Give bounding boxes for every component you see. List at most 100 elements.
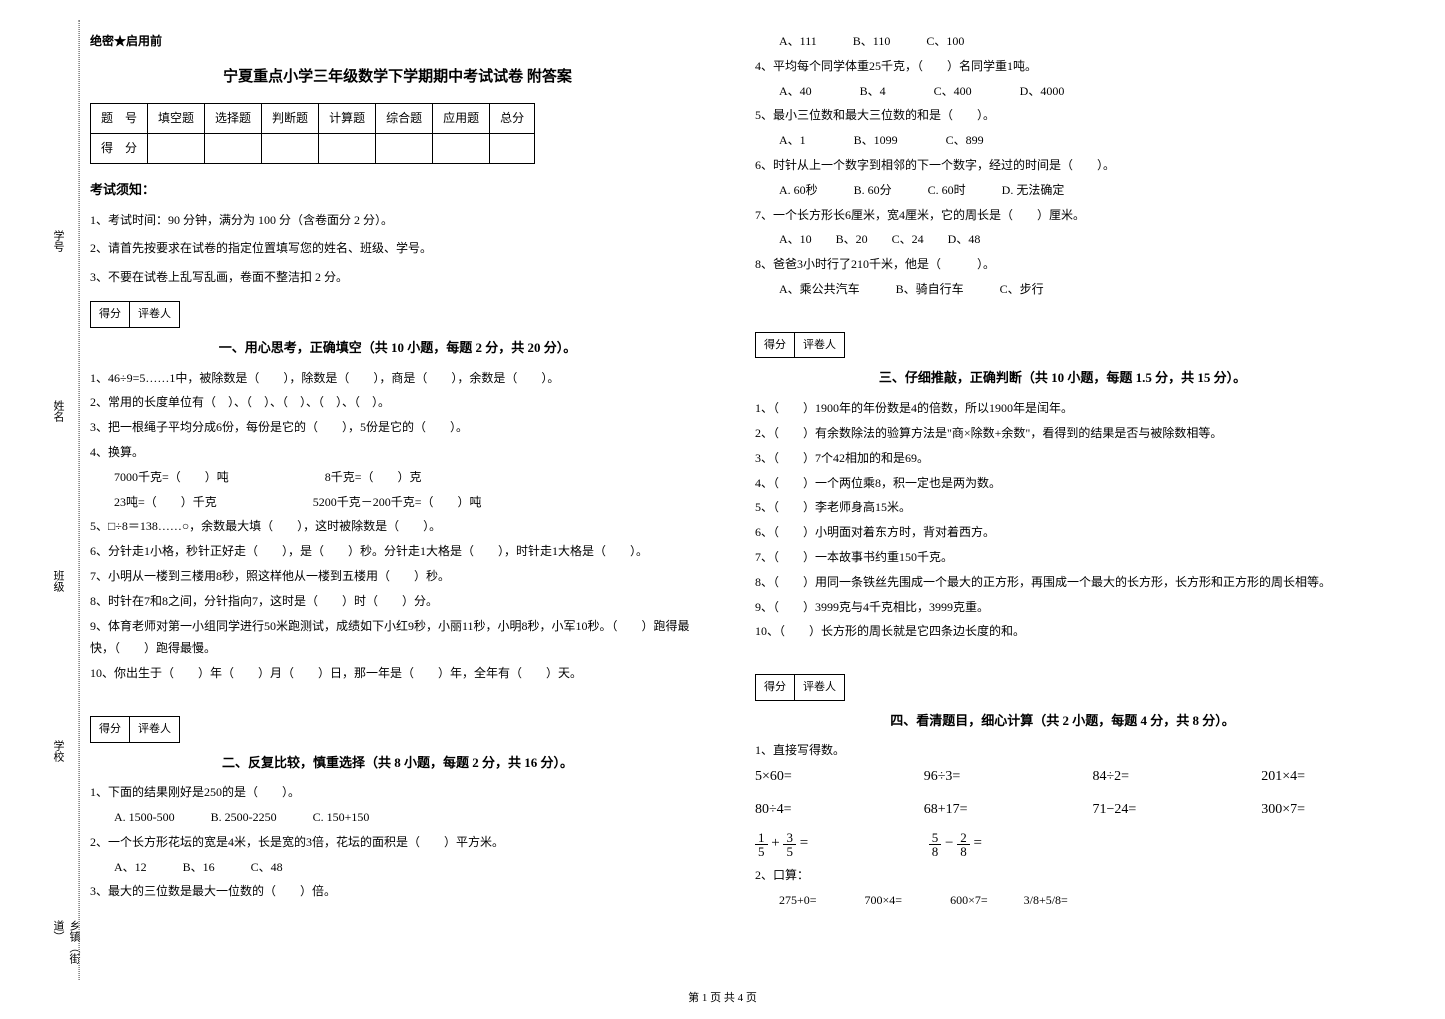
right-column: A、111 B、110 C、100 4、平均每个同学体重25千克，（ ）名同学重… xyxy=(755,30,1370,914)
table-row: 得 分 xyxy=(91,134,535,164)
th: 选择题 xyxy=(205,104,262,134)
question: 1、直接写得数。 xyxy=(755,739,1370,762)
question: 1、（ ）1900年的年份数是4的倍数，所以1900年是闰年。 xyxy=(755,397,1370,420)
section-4-title: 四、看清题目，细心计算（共 2 小题，每题 4 分，共 8 分）。 xyxy=(755,709,1370,734)
calc-row-fractions: 15 + 35 = 58 − 28 = xyxy=(755,829,1370,858)
question: 9、（ ）3999克与4千克相比，3999克重。 xyxy=(755,596,1370,619)
th: 应用题 xyxy=(433,104,490,134)
notice-heading: 考试须知： xyxy=(90,178,705,203)
calc-row: 80÷4= 68+17= 71−24= 300×7= xyxy=(755,797,1370,824)
question: 6、（ ）小明面对着东方时，背对着西方。 xyxy=(755,521,1370,544)
score-label: 得分 xyxy=(756,675,795,700)
binding-label-5: 学号 xyxy=(50,230,66,252)
grader-box: 得分 评卷人 xyxy=(90,301,180,328)
question: 4、（ ）一个两位乘8，积一定也是两为数。 xyxy=(755,472,1370,495)
th: 判断题 xyxy=(262,104,319,134)
question: 2、常用的长度单位有（ ）、（ ）、（ ）、（ ）、（ ）。 xyxy=(90,391,705,414)
question: 7、（ ）一本故事书约重150千克。 xyxy=(755,546,1370,569)
question-sub: 7000千克=（ ）吨 8千克=（ ）克 xyxy=(90,466,705,489)
th: 综合题 xyxy=(376,104,433,134)
question: 7、小明从一楼到三楼用8秒，照这样他从一楼到五楼用（ ）秒。 xyxy=(90,565,705,588)
question-options: A、1 B、1099 C、899 xyxy=(755,129,1370,152)
td xyxy=(148,134,205,164)
fraction-expr: 15 + 35 = xyxy=(755,829,849,858)
question-options: A. 60秒 B. 60分 C. 60时 D. 无法确定 xyxy=(755,179,1370,202)
question: 8、爸爸3小时行了210千米，他是（ ）。 xyxy=(755,253,1370,276)
section-1-title: 一、用心思考，正确填空（共 10 小题，每题 2 分，共 20 分）。 xyxy=(90,336,705,361)
calc-cell: 5×60= xyxy=(755,764,864,791)
notice-item: 1、考试时间：90 分钟，满分为 100 分（含卷面分 2 分）。 xyxy=(90,209,705,232)
question: 4、换算。 xyxy=(90,441,705,464)
notice-item: 3、不要在试卷上乱写乱画，卷面不整洁扣 2 分。 xyxy=(90,266,705,289)
calc-cell: 201×4= xyxy=(1261,764,1370,791)
score-label: 得分 xyxy=(91,717,130,742)
question: 5、（ ）李老师身高15米。 xyxy=(755,496,1370,519)
td xyxy=(490,134,535,164)
question: 5、□÷8＝138……○，余数最大填（ ），这时被除数是（ ）。 xyxy=(90,515,705,538)
table-row: 题 号 填空题 选择题 判断题 计算题 综合题 应用题 总分 xyxy=(91,104,535,134)
question: 8、（ ）用同一条铁丝先围成一个最大的正方形，再围成一个最大的长方形，长方形和正… xyxy=(755,571,1370,594)
question: 3、把一根绳子平均分成6份，每份是它的（ ），5份是它的（ ）。 xyxy=(90,416,705,439)
td xyxy=(262,134,319,164)
binding-label-4: 姓名 xyxy=(50,400,66,422)
page-content: 绝密★启用前 宁夏重点小学三年级数学下学期期中考试试卷 附答案 题 号 填空题 … xyxy=(90,30,1385,914)
grader-label: 评卷人 xyxy=(130,302,179,327)
question: 9、体育老师对第一小组同学进行50米跑测试，成绩如下小红9秒，小丽11秒，小明8… xyxy=(90,615,705,661)
question-options: A、12 B、16 C、48 xyxy=(90,856,705,879)
th: 填空题 xyxy=(148,104,205,134)
page-footer: 第 1 页 共 4 页 xyxy=(0,989,1445,1005)
calc-row: 5×60= 96÷3= 84÷2= 201×4= xyxy=(755,764,1370,791)
question: 10、你出生于（ ）年（ ）月（ ）日，那一年是（ ）年，全年有（ ）天。 xyxy=(90,662,705,685)
notice-item: 2、请首先按要求在试卷的指定位置填写您的姓名、班级、学号。 xyxy=(90,237,705,260)
question: 3、最大的三位数是最大一位数的（ ）倍。 xyxy=(90,880,705,903)
question: 1、46÷9=5……1中，被除数是（ ），除数是（ ），商是（ ），余数是（ ）… xyxy=(90,367,705,390)
td xyxy=(376,134,433,164)
td xyxy=(205,134,262,164)
calc-cell: 96÷3= xyxy=(924,764,1033,791)
grader-label: 评卷人 xyxy=(795,675,844,700)
left-column: 绝密★启用前 宁夏重点小学三年级数学下学期期中考试试卷 附答案 题 号 填空题 … xyxy=(90,30,705,914)
notice-list: 1、考试时间：90 分钟，满分为 100 分（含卷面分 2 分）。 2、请首先按… xyxy=(90,209,705,289)
question: 3、（ ）7个42相加的和是69。 xyxy=(755,447,1370,470)
question-options: A、10 B、20 C、24 D、48 xyxy=(755,228,1370,251)
score-summary-table: 题 号 填空题 选择题 判断题 计算题 综合题 应用题 总分 得 分 xyxy=(90,103,535,164)
exam-title: 宁夏重点小学三年级数学下学期期中考试试卷 附答案 xyxy=(90,63,705,92)
secret-marker: 绝密★启用前 xyxy=(90,30,705,53)
grader-label: 评卷人 xyxy=(795,333,844,358)
binding-label-2: 学校 xyxy=(50,740,66,762)
question-options: A. 1500-500 B. 2500-2250 C. 150+150 xyxy=(90,806,705,829)
question: 2、一个长方形花坛的宽是4米，长是宽的3倍，花坛的面积是（ ）平方米。 xyxy=(90,831,705,854)
section-2-title: 二、反复比较，慎重选择（共 8 小题，每题 2 分，共 16 分）。 xyxy=(90,751,705,776)
th: 题 号 xyxy=(91,104,148,134)
td xyxy=(319,134,376,164)
question-options: A、111 B、110 C、100 xyxy=(755,30,1370,53)
question: 5、最小三位数和最大三位数的和是（ ）。 xyxy=(755,104,1370,127)
th: 计算题 xyxy=(319,104,376,134)
fraction-expr: 58 − 28 = xyxy=(929,829,1023,858)
question: 1、下面的结果刚好是250的是（ ）。 xyxy=(90,781,705,804)
binding-edge: 乡镇（街道） 学校 班级 姓名 学号 xyxy=(20,20,80,980)
calc-cell: 84÷2= xyxy=(1093,764,1202,791)
grader-box: 得分 评卷人 xyxy=(90,716,180,743)
score-label: 得分 xyxy=(756,333,795,358)
grader-box: 得分 评卷人 xyxy=(755,332,845,359)
question: 4、平均每个同学体重25千克，（ ）名同学重1吨。 xyxy=(755,55,1370,78)
td xyxy=(433,134,490,164)
question: 6、时针从上一个数字到相邻的下一个数字，经过的时间是（ ）。 xyxy=(755,154,1370,177)
question: 2、（ ）有余数除法的验算方法是"商×除数+余数"，看得到的结果是否与被除数相等… xyxy=(755,422,1370,445)
question: 6、分针走1小格，秒针正好走（ ），是（ ）秒。分针走1大格是（ ），时针走1大… xyxy=(90,540,705,563)
oral-calc: 275+0= 700×4= 600×7= 3/8+5/8= xyxy=(755,889,1370,912)
calc-cell: 71−24= xyxy=(1093,797,1202,824)
score-label: 得分 xyxy=(91,302,130,327)
question-options: A、乘公共汽车 B、骑自行车 C、步行 xyxy=(755,278,1370,301)
calc-cell: 80÷4= xyxy=(755,797,864,824)
question: 2、口算： xyxy=(755,864,1370,887)
question: 8、时针在7和8之间，分针指向7，这时是（ ）时（ ）分。 xyxy=(90,590,705,613)
th: 总分 xyxy=(490,104,535,134)
grader-box: 得分 评卷人 xyxy=(755,674,845,701)
td: 得 分 xyxy=(91,134,148,164)
grader-label: 评卷人 xyxy=(130,717,179,742)
question: 7、一个长方形长6厘米，宽4厘米，它的周长是（ ）厘米。 xyxy=(755,204,1370,227)
question-sub: 23吨=（ ）千克 5200千克－200千克=（ ）吨 xyxy=(90,491,705,514)
binding-label-3: 班级 xyxy=(50,570,66,592)
